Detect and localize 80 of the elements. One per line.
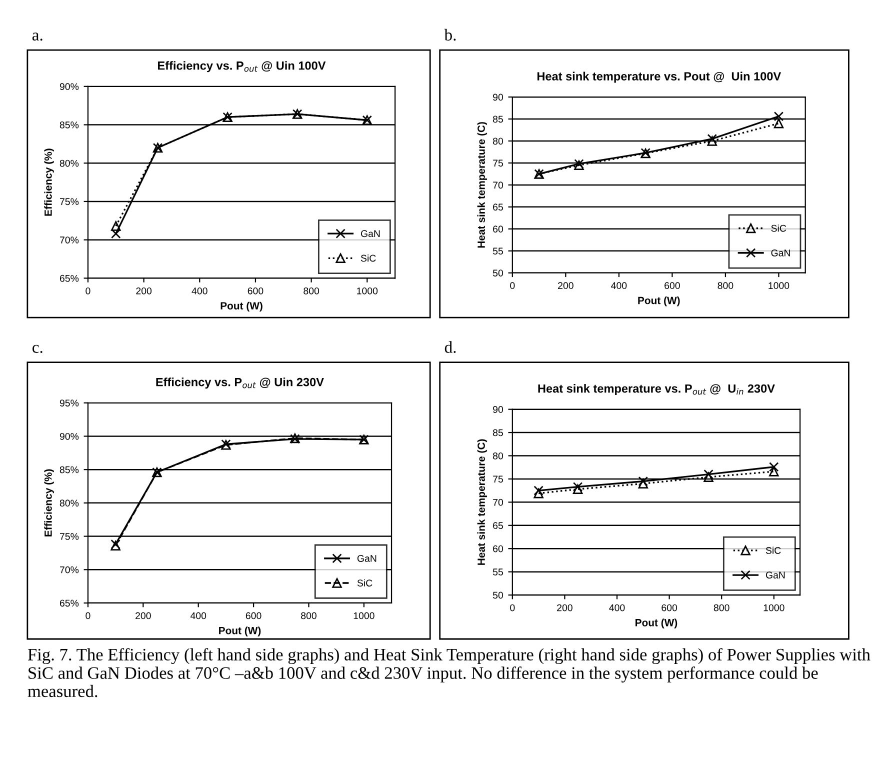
y-tick-label: 80 — [492, 138, 504, 145]
x-tick-label: 0 — [510, 604, 515, 612]
x-tick-label: 400 — [609, 604, 625, 612]
text: d. — [444, 341, 456, 353]
y-axis-title: Efficiency (%) — [44, 148, 54, 216]
y-tick-label: 85 — [492, 429, 503, 436]
y-tick-label: 65% — [60, 274, 79, 282]
y-tick-label: 85% — [60, 122, 79, 128]
y-tick-label: 90% — [60, 83, 79, 90]
y-tick-label: 55 — [492, 248, 503, 255]
y-tick-label: 50 — [492, 592, 504, 599]
x-axis-title: Pout (W) — [636, 618, 678, 628]
x-tick-label: 400 — [190, 612, 206, 620]
y-axis-title: Efficiency (%) — [44, 469, 54, 536]
legend-label: GaN — [771, 249, 790, 256]
x-tick-label: 800 — [301, 612, 316, 620]
y-axis-title: Heat sink temperature (C) — [477, 122, 488, 248]
y-tick-label: 80% — [60, 500, 79, 507]
x-tick-label: 1000 — [354, 612, 374, 620]
legend-label: SiC — [766, 546, 781, 554]
legend-label: GaN — [357, 554, 376, 562]
y-tick-label: 70% — [60, 236, 79, 244]
x-tick-label: 400 — [611, 282, 627, 290]
y-tick-label: 85% — [60, 466, 79, 474]
y-tick-label: 55 — [492, 568, 503, 576]
x-tick-label: 800 — [718, 282, 734, 290]
y-tick-label: 70% — [60, 566, 79, 574]
x-tick-label: 200 — [136, 612, 151, 620]
x-tick-label: 400 — [192, 287, 208, 294]
y-tick-label: 70 — [493, 498, 504, 506]
x-tick-label: 600 — [662, 604, 678, 612]
x-tick-label: 800 — [304, 287, 320, 294]
chart-title: Heat sink temperature vs. P$_{out}$ @ U$_{in}$ 230V — [538, 384, 775, 396]
y-tick-label: 60 — [493, 545, 504, 552]
x-tick-label: 800 — [714, 604, 730, 612]
text: a. — [32, 32, 42, 41]
x-tick-label: 0 — [510, 282, 515, 290]
y-tick-label: 75 — [493, 160, 503, 167]
chart-title: Efficiency vs. P$_{out}$ @ Uin 100V — [158, 61, 326, 72]
y-tick-label: 70 — [493, 182, 504, 189]
x-tick-label: 1000 — [357, 287, 378, 294]
x-tick-label: 200 — [136, 287, 152, 294]
text: b. — [444, 28, 456, 41]
x-tick-label: 200 — [557, 604, 572, 612]
legend-label: GaN — [360, 230, 380, 238]
chart-title: Heat sink temperature vs. Pout @ Uin 100V — [537, 72, 782, 83]
y-tick-label: 65 — [493, 522, 503, 530]
y-tick-label: 90 — [493, 406, 504, 413]
y-tick-label: 80 — [492, 452, 504, 460]
x-tick-label: 1000 — [768, 282, 790, 290]
y-tick-label: 75% — [60, 533, 79, 540]
x-tick-label: 200 — [558, 282, 574, 290]
legend-label: SiC — [357, 579, 372, 586]
x-axis-title: Pout (W) — [638, 296, 680, 306]
y-tick-label: 50 — [492, 270, 504, 276]
y-tick-label: 65 — [493, 204, 503, 211]
y-tick-label: 65% — [60, 600, 79, 607]
x-axis-title: Pout (W) — [220, 302, 262, 312]
caption: Fig. 7. The Efficiency (left hand side graphs) and Heat Sink Temperature (right hand side graphs) of Power Supplies with SiC and GaN Diodes at 70°C –a&b 100V and c&d 230V input. No difference in the system performance could be measured. — [28, 648, 870, 698]
x-tick-label: 600 — [664, 282, 680, 290]
y-tick-label: 80% — [60, 160, 79, 167]
x-axis-title: Pout (W) — [219, 626, 261, 636]
chart-title: Efficiency vs. P$_{out}$ @ Uin 230V — [156, 378, 324, 389]
y-tick-label: 75 — [493, 476, 503, 483]
y-tick-label: 75% — [60, 198, 79, 206]
y-tick-label: 95% — [60, 400, 79, 406]
x-tick-label: 0 — [86, 287, 90, 294]
x-tick-label: 600 — [248, 287, 264, 294]
x-tick-label: 0 — [86, 612, 90, 620]
y-tick-label: 85 — [492, 116, 503, 123]
x-tick-label: 1000 — [764, 604, 784, 612]
y-tick-label: 90 — [493, 94, 504, 101]
y-axis-title: Heat sink temperature (C) — [477, 439, 488, 565]
legend-label: SiC — [771, 224, 786, 232]
legend-label: SiC — [360, 254, 376, 262]
x-tick-label: 600 — [246, 612, 262, 620]
text: c. — [32, 344, 42, 353]
y-tick-label: 90% — [60, 432, 79, 440]
legend-label: GaN — [766, 572, 785, 579]
y-tick-label: 60 — [493, 226, 504, 233]
